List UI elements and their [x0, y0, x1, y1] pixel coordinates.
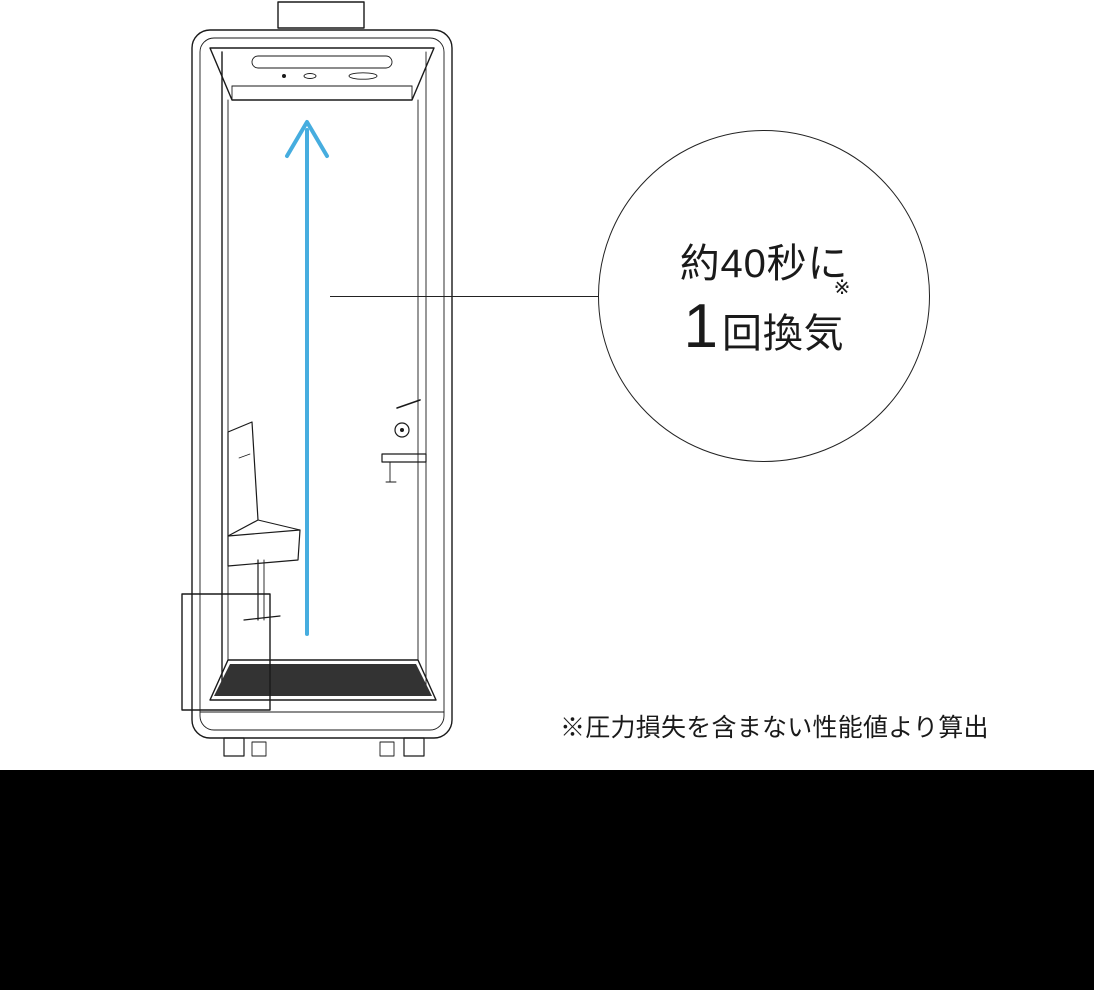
callout-big-digit: 1	[684, 291, 718, 362]
bottom-black-strip	[0, 770, 1094, 990]
callout-leader-line	[330, 296, 598, 297]
callout-line1: 約40秒に	[680, 231, 849, 289]
callout-asterisk: ※	[834, 275, 851, 300]
footnote-text: ※圧力損失を含まない性能値より算出	[560, 708, 989, 744]
airflow-arrow	[283, 116, 331, 636]
callout-rest-text: 回換気	[722, 301, 844, 359]
callout-line2: 1 回換気 ※	[684, 291, 845, 362]
ventilation-callout: 約40秒に 1 回換気 ※	[598, 130, 930, 462]
figure-canvas: 約40秒に 1 回換気 ※ ※圧力損失を含まない性能値より算出	[0, 0, 1094, 770]
